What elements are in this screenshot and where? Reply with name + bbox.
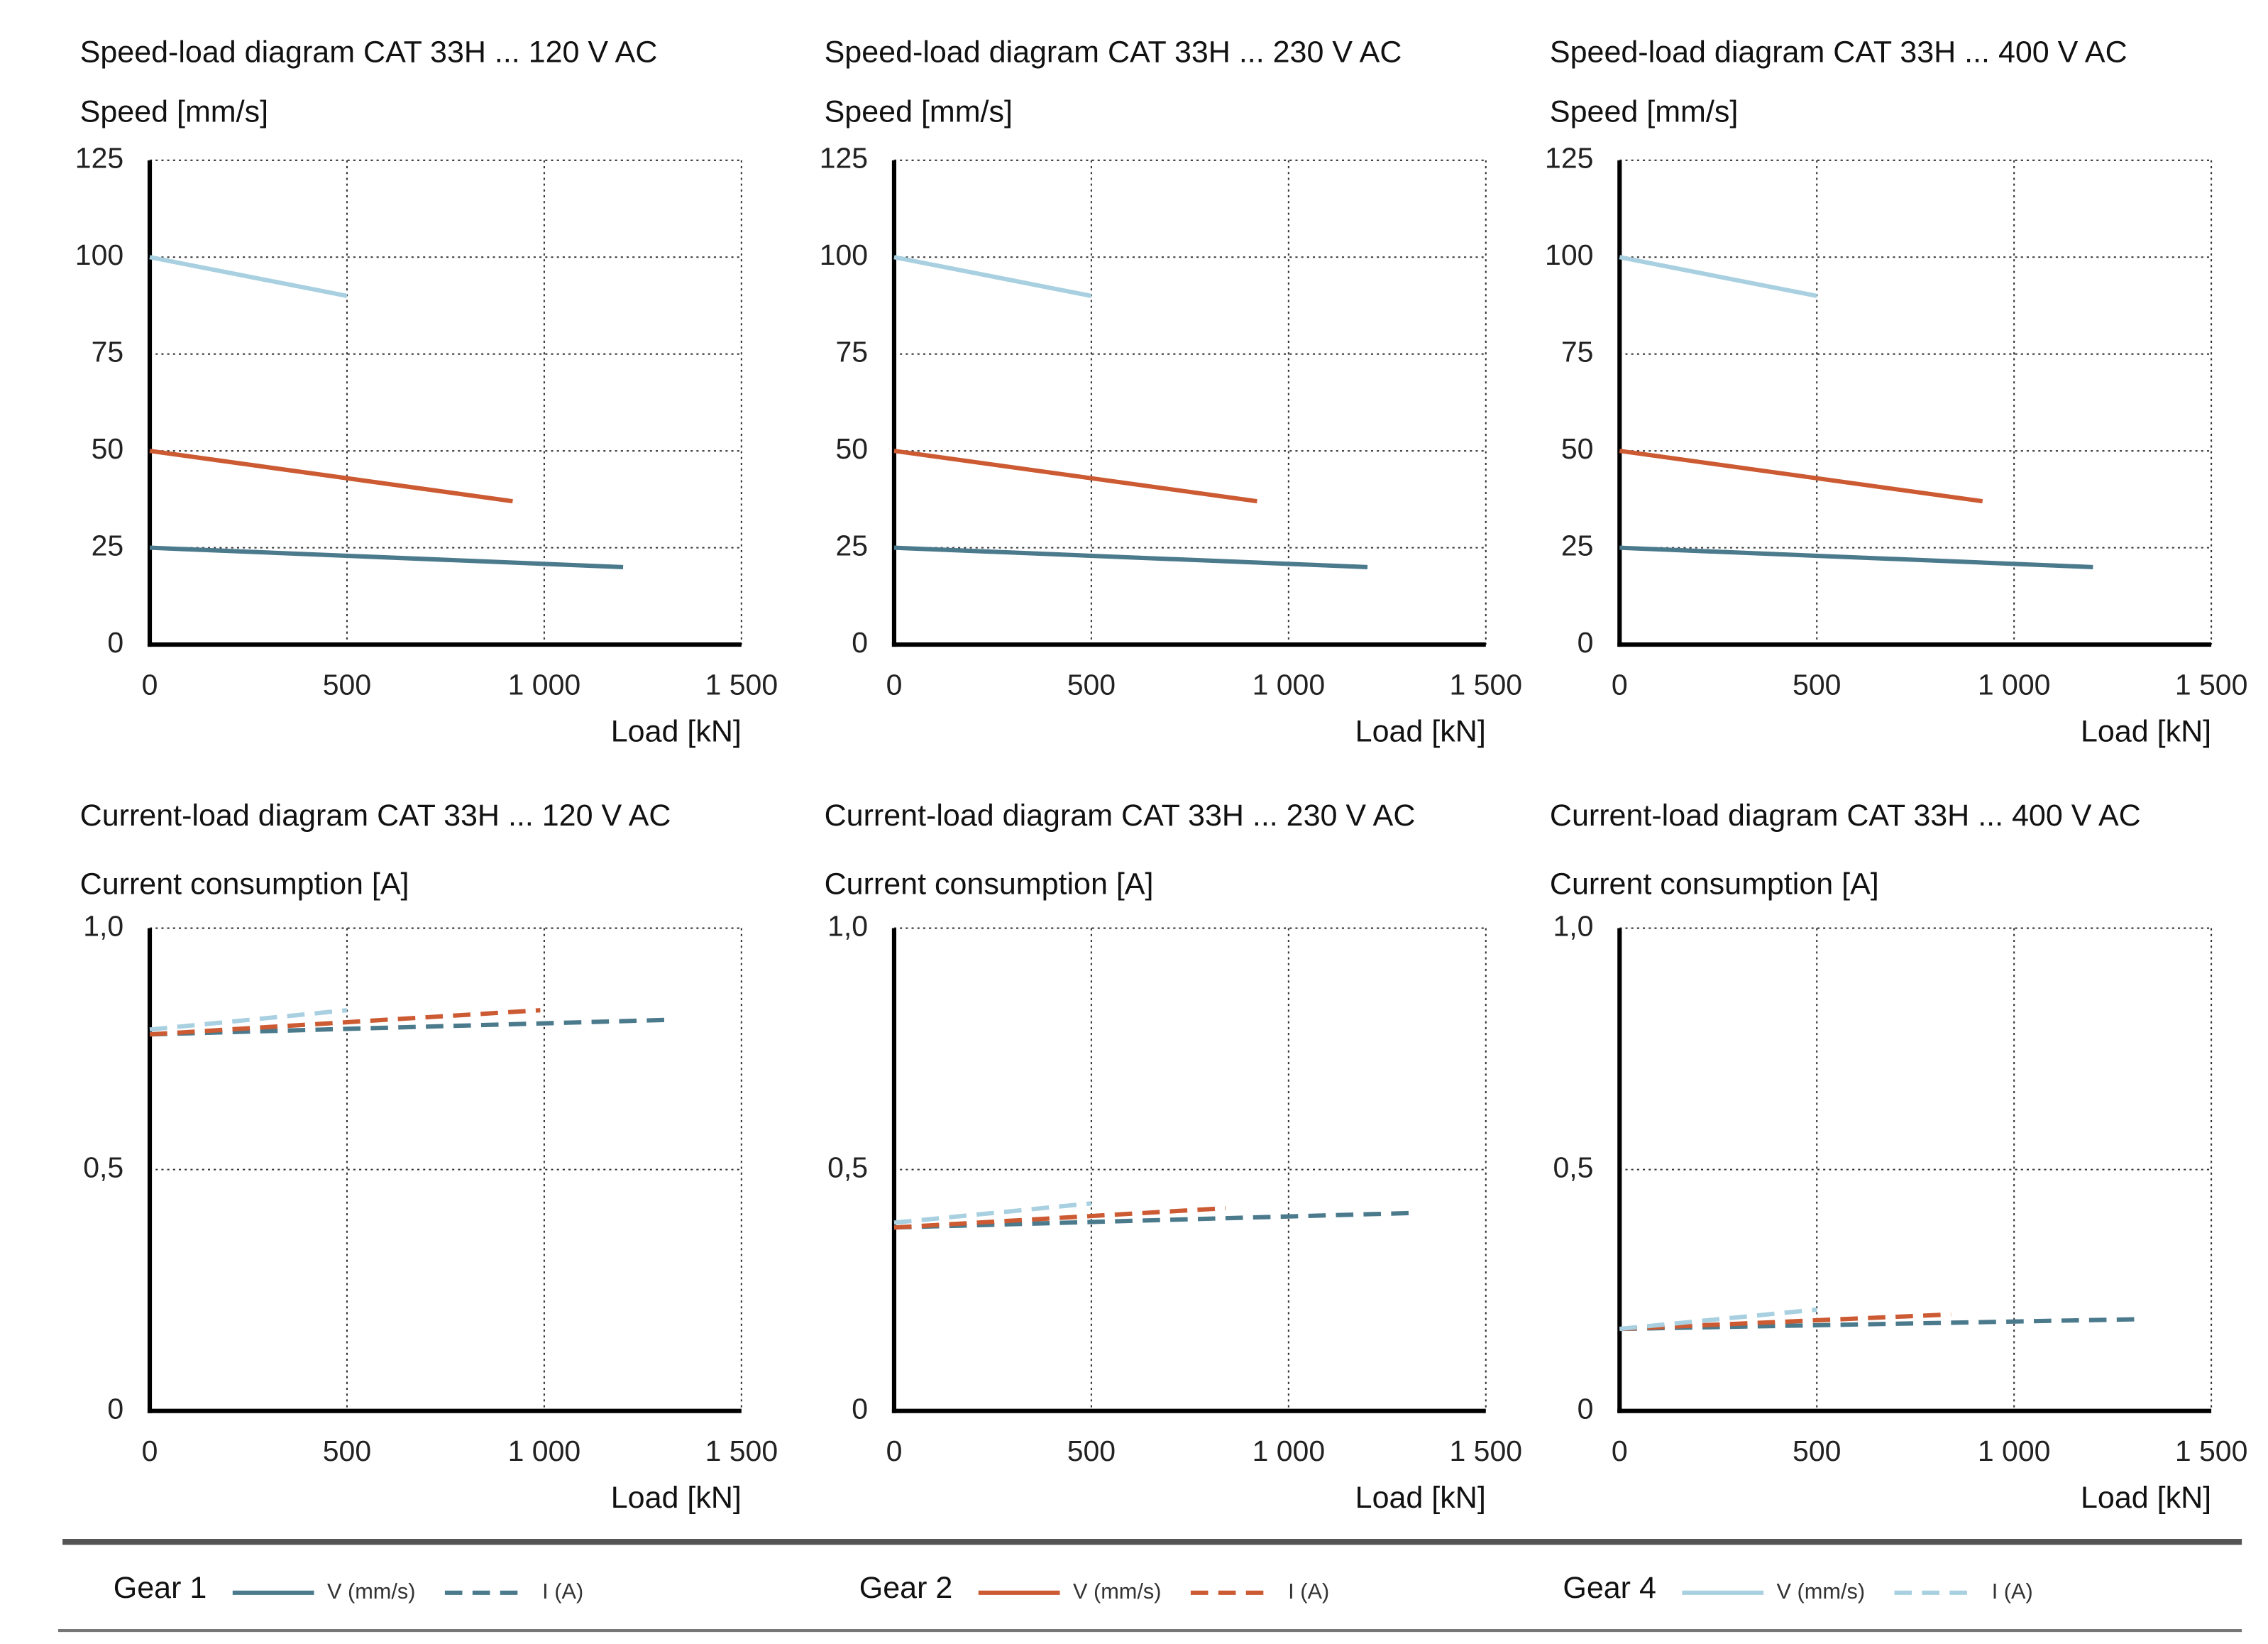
x-tick-label: 1 500: [1450, 1435, 1523, 1467]
x-tick-label: 0: [1612, 668, 1628, 701]
y-tick-label: 25: [836, 529, 869, 561]
series-line: [893, 449, 1257, 504]
x-axis-label: Load [kN]: [611, 1481, 742, 1515]
x-axis-label: Load [kN]: [611, 714, 742, 748]
x-tick-label: 0: [1612, 1435, 1628, 1467]
y-tick-label: 1,0: [1553, 909, 1593, 942]
x-tick-label: 1 000: [1978, 668, 2051, 701]
chart-title: Current-load diagram CAT 33H ... 230 V A…: [825, 799, 1416, 833]
series-line: [893, 255, 1092, 298]
y-tick-label: 50: [92, 432, 124, 465]
series-line: [149, 1008, 348, 1032]
y-tick-label: 0: [107, 626, 123, 659]
x-tick-label: 0: [142, 668, 158, 701]
legend-label: Gear 1: [114, 1571, 207, 1605]
series-line: [1619, 255, 1817, 298]
y-tick-label: 50: [1561, 432, 1594, 465]
x-axis-label: Load [kN]: [2081, 714, 2211, 748]
x-tick-label: 0: [886, 668, 903, 701]
y-tick-label: 50: [836, 432, 869, 465]
x-tick-label: 1 000: [1253, 668, 1326, 701]
legend-item: I (A): [1992, 1579, 2033, 1604]
x-tick-label: 1 000: [508, 1435, 581, 1467]
series-line: [149, 449, 513, 504]
y-tick-label: 100: [75, 239, 123, 271]
x-axis-label: Load [kN]: [2081, 1481, 2211, 1515]
legend-item: I (A): [1288, 1579, 1329, 1604]
y-axis-label: Current consumption [A]: [80, 867, 409, 902]
x-tick-label: 1 500: [1450, 668, 1523, 701]
y-tick-label: 0: [1578, 1393, 1594, 1425]
x-tick-label: 0: [142, 1435, 158, 1467]
x-tick-label: 500: [1793, 668, 1841, 701]
x-tick-label: 500: [1793, 1435, 1841, 1467]
series-line: [1619, 449, 1983, 504]
x-axis-label: Load [kN]: [1355, 714, 1486, 748]
series-line: [893, 545, 1368, 569]
series-line: [149, 545, 624, 569]
x-tick-label: 500: [323, 668, 371, 701]
series-line: [1619, 1312, 1952, 1332]
y-axis-label: Current consumption [A]: [825, 867, 1154, 902]
y-axis-label: Speed [mm/s]: [80, 95, 268, 129]
series-line: [893, 1201, 1092, 1225]
legend-item: V (mm/s): [1777, 1579, 1866, 1604]
series-line: [149, 255, 348, 298]
x-tick-label: 0: [886, 1435, 903, 1467]
legend-item: V (mm/s): [327, 1579, 416, 1604]
y-tick-label: 75: [836, 336, 869, 368]
y-axis-label: Speed [mm/s]: [825, 95, 1013, 129]
y-tick-label: 125: [820, 142, 868, 175]
x-tick-label: 1 500: [705, 668, 778, 701]
y-tick-label: 1,0: [83, 909, 123, 942]
x-tick-label: 500: [323, 1435, 371, 1467]
x-tick-label: 1 500: [2175, 1435, 2248, 1467]
series-line: [149, 1017, 667, 1037]
y-tick-label: 125: [75, 142, 123, 175]
x-tick-label: 1 000: [1253, 1435, 1326, 1467]
chart-title: Current-load diagram CAT 33H ... 400 V A…: [1550, 799, 2141, 833]
legend-item: V (mm/s): [1073, 1579, 1162, 1604]
series-line: [1619, 1317, 2137, 1332]
series-line: [149, 1008, 541, 1037]
y-tick-label: 0: [852, 1393, 868, 1425]
x-tick-label: 500: [1067, 668, 1116, 701]
series-line: [1619, 1307, 1817, 1332]
chart-title: Current-load diagram CAT 33H ... 120 V A…: [80, 799, 671, 833]
chart-title: Speed-load diagram CAT 33H ... 230 V AC: [825, 35, 1402, 70]
y-tick-label: 0,5: [83, 1151, 123, 1183]
x-tick-label: 1 000: [508, 668, 581, 701]
y-tick-label: 1,0: [827, 909, 868, 942]
x-tick-label: 1 500: [705, 1435, 778, 1467]
x-tick-label: 1 000: [1978, 1435, 2051, 1467]
y-tick-label: 75: [92, 336, 124, 368]
y-tick-label: 0,5: [827, 1151, 868, 1183]
x-axis-label: Load [kN]: [1355, 1481, 1486, 1515]
chart-title: Speed-load diagram CAT 33H ... 120 V AC: [80, 35, 658, 70]
y-tick-label: 25: [92, 529, 124, 561]
y-tick-label: 75: [1561, 336, 1594, 368]
series-line: [1619, 545, 2093, 569]
y-tick-label: 0,5: [1553, 1151, 1593, 1183]
y-tick-label: 0: [107, 1393, 123, 1425]
y-tick-label: 0: [852, 626, 868, 659]
y-tick-label: 25: [1561, 529, 1594, 561]
x-tick-label: 500: [1067, 1435, 1116, 1467]
legend-label: Gear 4: [1563, 1571, 1656, 1605]
y-tick-label: 0: [1578, 626, 1594, 659]
legend-item: I (A): [542, 1579, 583, 1604]
y-tick-label: 100: [820, 239, 868, 271]
y-axis-label: Speed [mm/s]: [1550, 95, 1738, 129]
chart-title: Speed-load diagram CAT 33H ... 400 V AC: [1550, 35, 2127, 70]
series-line: [893, 1205, 1226, 1230]
y-tick-label: 125: [1545, 142, 1593, 175]
y-tick-label: 100: [1545, 239, 1593, 271]
x-tick-label: 1 500: [2175, 668, 2248, 701]
legend-label: Gear 2: [859, 1571, 953, 1605]
series-line: [893, 1210, 1411, 1230]
y-axis-label: Current consumption [A]: [1550, 867, 1879, 902]
